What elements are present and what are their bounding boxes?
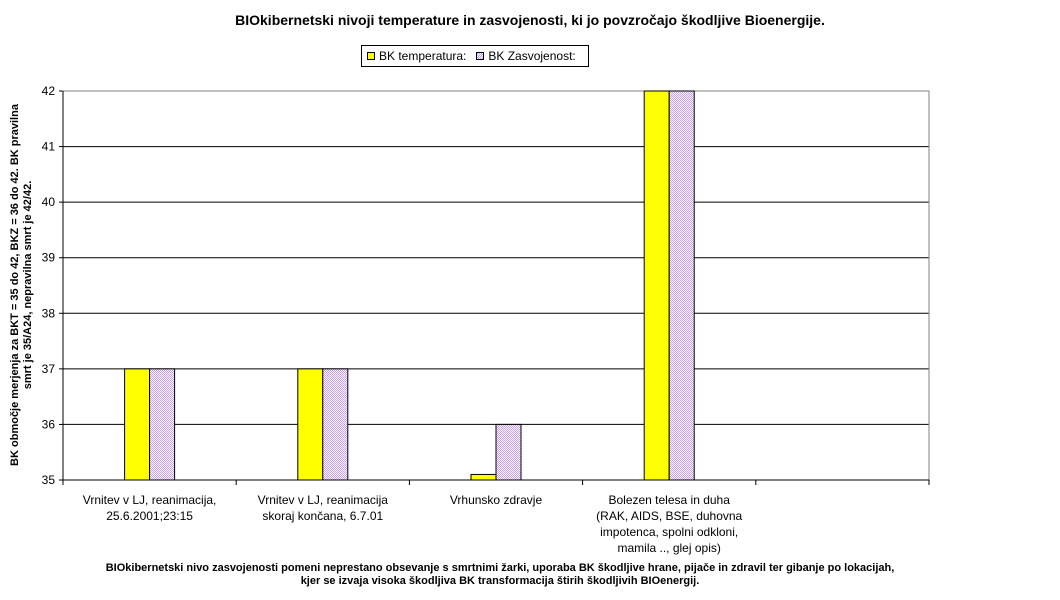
legend-swatch-temperatura [367,52,375,60]
y-tick-label: 36 [42,417,56,431]
x-tick-label: Vrnitev v LJ, reanimacija skoraj končana,… [258,493,389,523]
plot-area [63,91,929,480]
bar-temperatura-1 [297,368,324,481]
bar-zasvojenost-1 [322,368,349,481]
legend-label-temperatura: BK temperatura: [379,49,467,63]
y-tick-label: 37 [42,362,56,376]
bar-temperatura-0 [124,368,151,481]
footer-note: BIOkibernetski nivo zasvojenosti pomeni … [0,562,1000,588]
bar-zasvojenost-2 [495,423,522,481]
x-tick-label: Vrhunsko zdravje [450,493,543,507]
x-tick-label: Bolezen telesa in duha (RAK, AIDS, BSE, d… [596,493,742,555]
footer-line-1: BIOkibernetski nivo zasvojenosti pomeni … [105,562,895,574]
y-tick-label: 42 [42,84,56,98]
footer-line-2: kjer se izvaja visoka škodljiva BK trans… [300,575,700,587]
y-tick-label: 40 [42,195,56,209]
legend-label-zasvojenost: BK Zasvojenost: [488,49,576,63]
chart-title: BIOkibernetski nivoji temperature in zas… [235,12,825,28]
y-tick-label: 41 [42,140,56,154]
legend-item-zasvojenost: BK Zasvojenost: [476,49,576,63]
y-tick-label: 39 [42,251,56,265]
bar-temperatura-2 [470,473,497,481]
y-tick-label: 38 [42,306,56,320]
legend-item-temperatura: BK temperatura: [367,49,466,63]
y-tick-label: 35 [42,473,56,487]
x-tick-label: Vrnitev v LJ, reanimacija, 25.6.2001;23:1… [83,493,217,523]
bar-zasvojenost-0 [149,368,176,481]
legend: BK temperatura: BK Zasvojenost: [361,45,589,67]
y-axis-label: BK območje merjenja za BKT = 35 do 42, B… [9,103,34,466]
bar-temperatura-3 [643,90,670,481]
bar-zasvojenost-3 [668,90,695,481]
legend-swatch-zasvojenost [476,52,485,60]
